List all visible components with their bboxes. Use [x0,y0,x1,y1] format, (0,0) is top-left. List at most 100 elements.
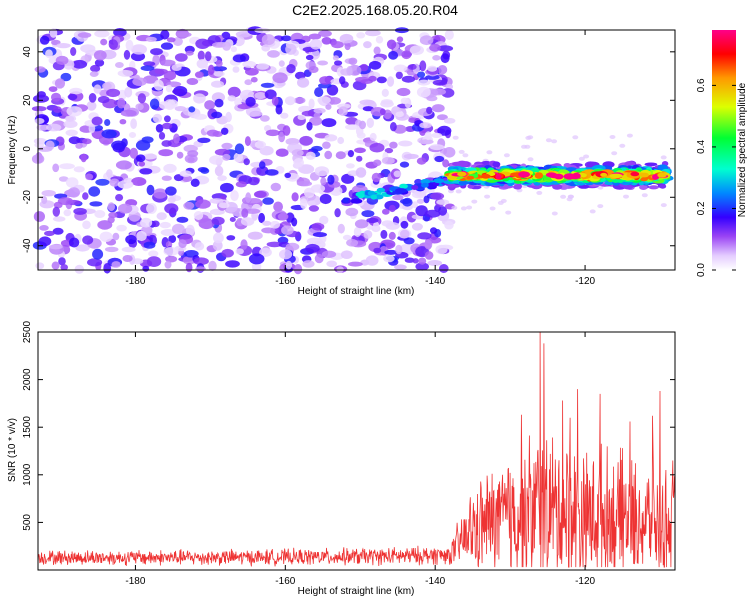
spectrogram-cell [457,171,467,177]
spectrogram-cell [284,96,296,106]
spectrogram-cell [93,50,107,61]
spectrogram-cell [291,192,299,202]
spectrogram-cell [313,107,326,114]
spectrogram-cell [384,147,394,154]
spectrogram-cell [314,166,330,177]
spectrogram-cell [325,104,332,110]
spectrogram-cell [156,212,167,221]
spectrogram-cell [337,136,345,145]
spectrogram-cell [82,192,89,200]
spectrogram-cell [193,113,208,120]
spectrogram-cell [363,230,373,239]
tick-label: -40 [22,238,33,253]
spectrogram-cell [317,96,331,105]
spectrogram-cell [33,94,49,103]
spectrogram-cell [386,76,395,87]
spectrogram-cell [321,118,337,128]
spectrogram-cell [452,135,459,140]
spectrogram-cell [380,229,388,239]
spectrogram-cell [232,54,246,63]
spectrogram-cell [339,33,354,44]
spectrogram-cell [51,261,60,270]
spectrogram-cell [354,219,369,229]
spectrogram-cell [366,117,374,128]
spectrogram-cell [256,63,269,70]
tick-label: 0.0 [696,263,707,277]
spectrogram-cell [176,151,184,159]
spectrogram-cell [233,152,243,163]
spectrogram-cell [261,227,276,234]
spectrogram-cell [91,116,103,126]
spectrogram-cell [222,153,231,161]
spectrogram-cell [341,173,355,184]
spectrogram-cell [195,266,206,272]
spectrogram-cell [332,55,339,61]
spectrogram-cell [80,153,87,163]
spectrogram-cell [308,33,322,40]
spectrogram-cell [437,45,454,52]
spectrogram-cell [168,235,177,243]
spectrogram-cell [382,208,390,215]
spectrogram-cell [117,69,134,77]
spectrogram-cell [419,122,432,129]
spectrogram-cell [597,185,604,190]
spectrogram-cell [166,37,176,43]
spectrogram-cell [293,97,306,104]
spectrogram-cell [306,121,313,131]
spectrogram-cell [503,153,510,158]
spectrogram-cell [395,188,408,194]
spectrogram-cell [430,88,446,96]
spectrogram-cell [63,120,78,128]
spectrogram-cell [279,249,293,260]
spectrogram-cell [348,261,363,267]
spectrogram-cell [161,122,173,130]
spectrogram-cell [351,198,363,204]
spectrogram-cell [151,220,160,228]
tick-label: -180 [125,576,145,587]
spectrogram-cell [188,106,196,113]
spectrogram-cell [371,172,381,183]
spectrogram-cell [159,221,171,229]
spectrogram-cell [388,231,396,240]
spectrogram-signal-layer [341,160,674,204]
spectrogram-cell [242,60,257,68]
spectrogram-cell [230,190,239,202]
chart-title: C2E2.2025.168.05.20.R04 [292,2,458,18]
spectrogram-cell [394,264,407,270]
spectrogram-cell [34,118,45,124]
spectrogram-cell [314,253,324,264]
tick-label: 1000 [22,463,33,486]
spectrogram-cell [369,142,385,153]
spectrogram-cell [353,226,362,237]
spectrogram-cell [220,182,234,193]
spectrogram-cell [97,220,113,230]
spectrogram-cell [305,54,314,61]
spectrogram-cell [173,133,180,144]
spectrogram-cell [326,260,338,268]
spectrogram-cell [409,45,424,55]
spectrogram-cell [46,123,62,132]
spectrogram-cell [639,184,648,190]
spectrogram-cell [115,62,124,68]
spectrogram-cell [609,173,623,179]
spectrogram-cell [623,184,634,190]
spectrogram-cell [285,260,293,270]
spectrogram-cell [69,87,83,95]
colorbar-ticks: 0.0 0.2 0.4 0.6 [696,78,736,277]
spectrogram-cell [185,50,194,56]
spectrogram-cell [380,100,394,108]
spectrogram-cell [175,31,192,38]
spectrogram-cell [384,249,398,255]
spectrogram-cell [247,231,263,240]
spectrogram-cell [265,129,280,137]
spectrogram-cell [254,140,266,149]
spectrogram-cell [136,230,147,242]
spectrogram-cell [431,132,443,138]
spectrogram-cell [319,76,332,85]
spectrogram-cell [355,191,364,197]
spectrogram-cell [115,194,124,202]
spectrogram-cell [411,201,418,209]
spectrogram-cell [58,176,69,182]
spectrogram-cell [254,92,267,100]
spectrogram-cell [97,96,110,104]
